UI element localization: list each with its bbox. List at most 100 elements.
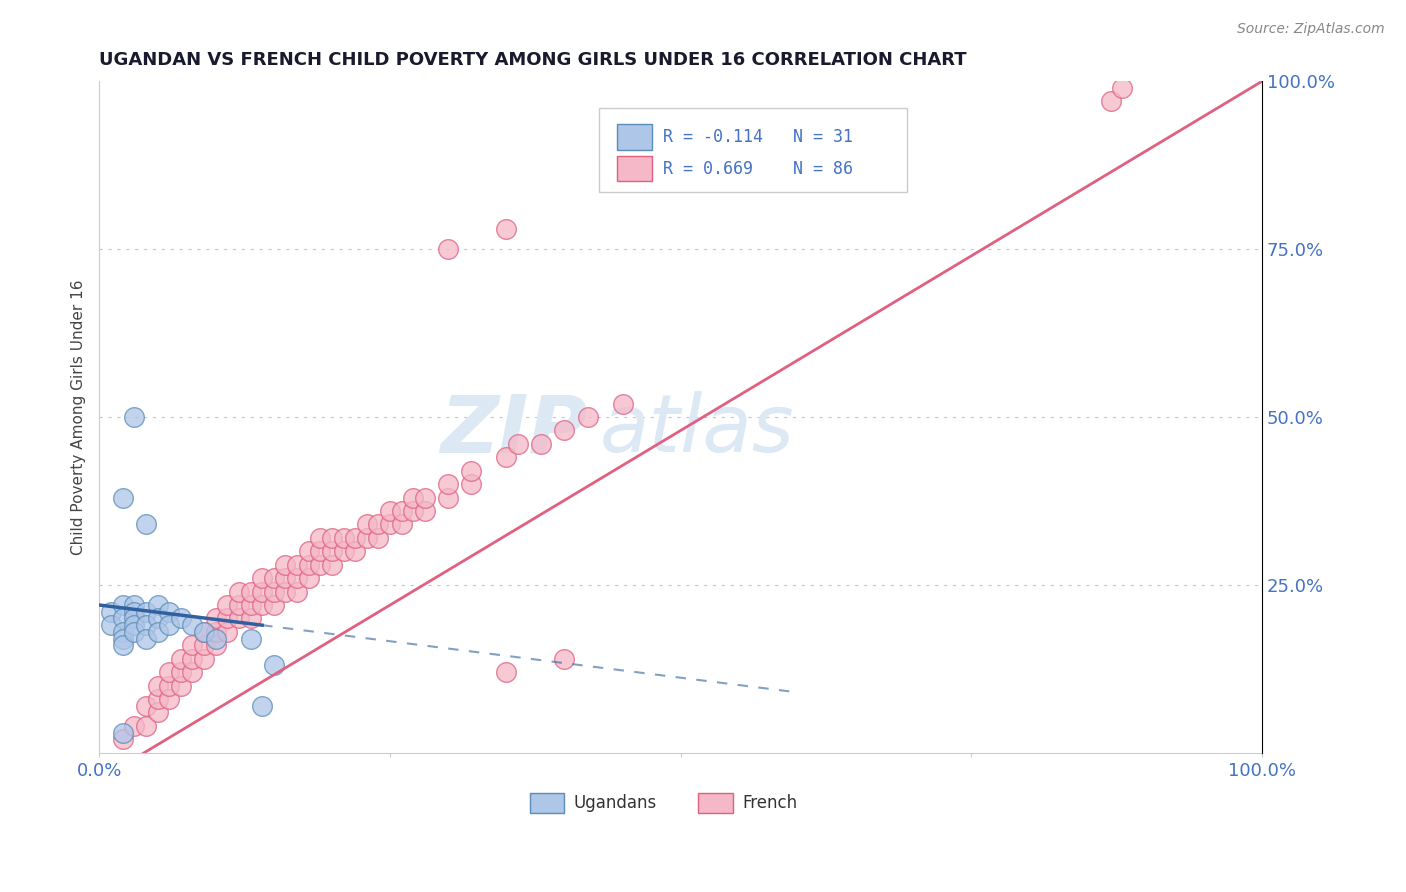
Point	[181, 618, 204, 632]
Point	[250, 598, 273, 612]
Bar	[617, 156, 651, 181]
Point	[228, 584, 250, 599]
Text: UGANDAN VS FRENCH CHILD POVERTY AMONG GIRLS UNDER 16 CORRELATION CHART: UGANDAN VS FRENCH CHILD POVERTY AMONG GI…	[100, 51, 967, 69]
Point	[124, 410, 146, 425]
Point	[111, 632, 134, 646]
Text: R = 0.669    N = 86: R = 0.669 N = 86	[664, 160, 853, 178]
Point	[402, 504, 425, 518]
Point	[146, 679, 169, 693]
Point	[263, 658, 285, 673]
Y-axis label: Child Poverty Among Girls Under 16: Child Poverty Among Girls Under 16	[72, 279, 86, 555]
Point	[332, 544, 354, 558]
Point	[274, 571, 297, 585]
Point	[250, 698, 273, 713]
Point	[356, 531, 378, 545]
Bar	[617, 124, 651, 150]
Point	[124, 605, 146, 619]
Point	[437, 477, 460, 491]
Point	[321, 558, 343, 572]
Point	[204, 611, 226, 625]
Bar	[530, 793, 564, 814]
Point	[217, 624, 239, 639]
Point	[553, 424, 575, 438]
Point	[111, 725, 134, 739]
Point	[181, 638, 204, 652]
Point	[111, 732, 134, 747]
Text: ZIP: ZIP	[440, 392, 588, 469]
Point	[530, 437, 553, 451]
Point	[111, 491, 134, 505]
Point	[239, 611, 262, 625]
Point	[239, 584, 262, 599]
Point	[124, 611, 146, 625]
Text: French: French	[742, 794, 797, 812]
Point	[263, 584, 285, 599]
Point	[239, 632, 262, 646]
FancyBboxPatch shape	[599, 108, 907, 192]
Point	[228, 598, 250, 612]
Point	[111, 638, 134, 652]
Point	[309, 544, 332, 558]
Point	[170, 611, 193, 625]
Point	[344, 531, 367, 545]
Point	[321, 544, 343, 558]
Point	[239, 598, 262, 612]
Point	[321, 531, 343, 545]
Point	[274, 584, 297, 599]
Point	[298, 571, 321, 585]
Point	[157, 692, 180, 706]
Point	[250, 571, 273, 585]
Text: R = -0.114   N = 31: R = -0.114 N = 31	[664, 128, 853, 146]
Point	[378, 504, 401, 518]
Point	[274, 558, 297, 572]
Point	[285, 584, 308, 599]
Point	[170, 652, 193, 666]
Point	[100, 605, 122, 619]
Point	[298, 558, 321, 572]
Point	[285, 571, 308, 585]
Point	[135, 605, 157, 619]
Point	[124, 618, 146, 632]
Point	[367, 517, 389, 532]
Point	[111, 611, 134, 625]
Point	[124, 624, 146, 639]
Point	[460, 464, 482, 478]
Point	[146, 624, 169, 639]
Text: atlas: atlas	[599, 392, 794, 469]
Point	[576, 410, 599, 425]
Point	[413, 491, 436, 505]
Point	[135, 698, 157, 713]
Point	[367, 531, 389, 545]
Point	[193, 638, 215, 652]
Point	[612, 396, 634, 410]
Point	[146, 598, 169, 612]
Point	[332, 531, 354, 545]
Point	[437, 242, 460, 256]
Point	[495, 665, 517, 680]
Point	[181, 652, 204, 666]
Point	[378, 517, 401, 532]
Point	[193, 652, 215, 666]
Point	[391, 517, 413, 532]
Point	[250, 584, 273, 599]
Point	[391, 504, 413, 518]
Point	[157, 679, 180, 693]
Point	[553, 652, 575, 666]
Point	[1099, 95, 1122, 109]
Point	[146, 692, 169, 706]
Point	[193, 624, 215, 639]
Point	[217, 611, 239, 625]
Point	[204, 624, 226, 639]
Point	[495, 222, 517, 236]
Point	[309, 558, 332, 572]
Point	[135, 719, 157, 733]
Point	[157, 665, 180, 680]
Point	[193, 624, 215, 639]
Point	[170, 665, 193, 680]
Point	[344, 544, 367, 558]
Point	[285, 558, 308, 572]
Point	[146, 611, 169, 625]
Point	[263, 571, 285, 585]
Point	[495, 450, 517, 465]
Point	[135, 632, 157, 646]
